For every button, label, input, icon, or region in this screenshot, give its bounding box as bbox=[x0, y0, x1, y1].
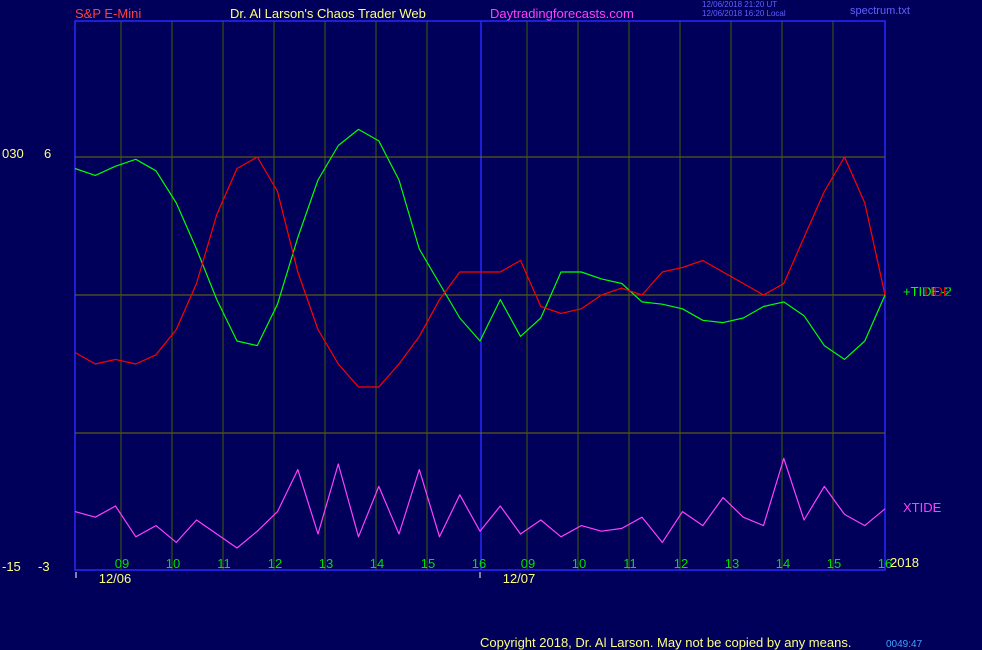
x-tick-label: 16 bbox=[472, 556, 486, 571]
timestamp-local: 12/06/2018 16:20 Local bbox=[702, 9, 786, 18]
date-label: 12/06 bbox=[99, 571, 132, 586]
x-tick-label: 13 bbox=[319, 556, 333, 571]
series-line-xtide bbox=[74, 457, 886, 549]
y-tick-label: -15 bbox=[2, 559, 21, 574]
author-title: Dr. Al Larson's Chaos Trader Web bbox=[230, 6, 426, 21]
x-tick-label: 10 bbox=[572, 556, 586, 571]
legend-label: +TIDE-2 bbox=[903, 284, 952, 299]
series-line--tide-2 bbox=[74, 128, 886, 360]
legend-label: TIDE bbox=[922, 284, 952, 299]
series-line-tide bbox=[74, 156, 886, 388]
axis-labels: 09 10 11 12 13 14 15 16 09 10 11 12 13 14 15 16 12/06 12/… bbox=[2, 146, 952, 586]
corner-code: 0049:47 bbox=[886, 639, 923, 650]
site-link[interactable]: Daytradingforecasts.com bbox=[490, 6, 634, 21]
x-tick-label: 11 bbox=[217, 556, 231, 571]
x-tick-label: 15 bbox=[827, 556, 841, 571]
x-tick-label: 10 bbox=[166, 556, 180, 571]
gridlines bbox=[75, 21, 885, 570]
file-name: spectrum.txt bbox=[850, 5, 910, 17]
chart-title: S&P E-Mini bbox=[75, 6, 142, 21]
date-label: 12/07 bbox=[503, 571, 536, 586]
x-tick-label: 09 bbox=[521, 556, 535, 571]
x-tick-label: 14 bbox=[776, 556, 790, 571]
y-tick-label: 030 bbox=[2, 146, 24, 161]
x-tick-label: 16 bbox=[878, 556, 892, 571]
x-tick-label: 12 bbox=[674, 556, 688, 571]
x-tick-label: 15 bbox=[421, 556, 435, 571]
x-tick-label: 14 bbox=[370, 556, 384, 571]
y-tick-label: 6 bbox=[44, 146, 51, 161]
copyright-notice: Copyright 2018, Dr. Al Larson. May not b… bbox=[480, 635, 852, 650]
year-label: 2018 bbox=[890, 555, 919, 570]
x-tick-label: 13 bbox=[725, 556, 739, 571]
y-tick-label: -3 bbox=[38, 559, 50, 574]
x-tick-label: 12 bbox=[268, 556, 282, 571]
series-lines bbox=[74, 128, 886, 549]
legend-label: XTIDE bbox=[903, 500, 942, 515]
x-tick-label: 11 bbox=[623, 556, 637, 571]
x-tick-label: 09 bbox=[115, 556, 129, 571]
timestamp-utc: 12/06/2018 21:20 UT bbox=[702, 0, 778, 9]
